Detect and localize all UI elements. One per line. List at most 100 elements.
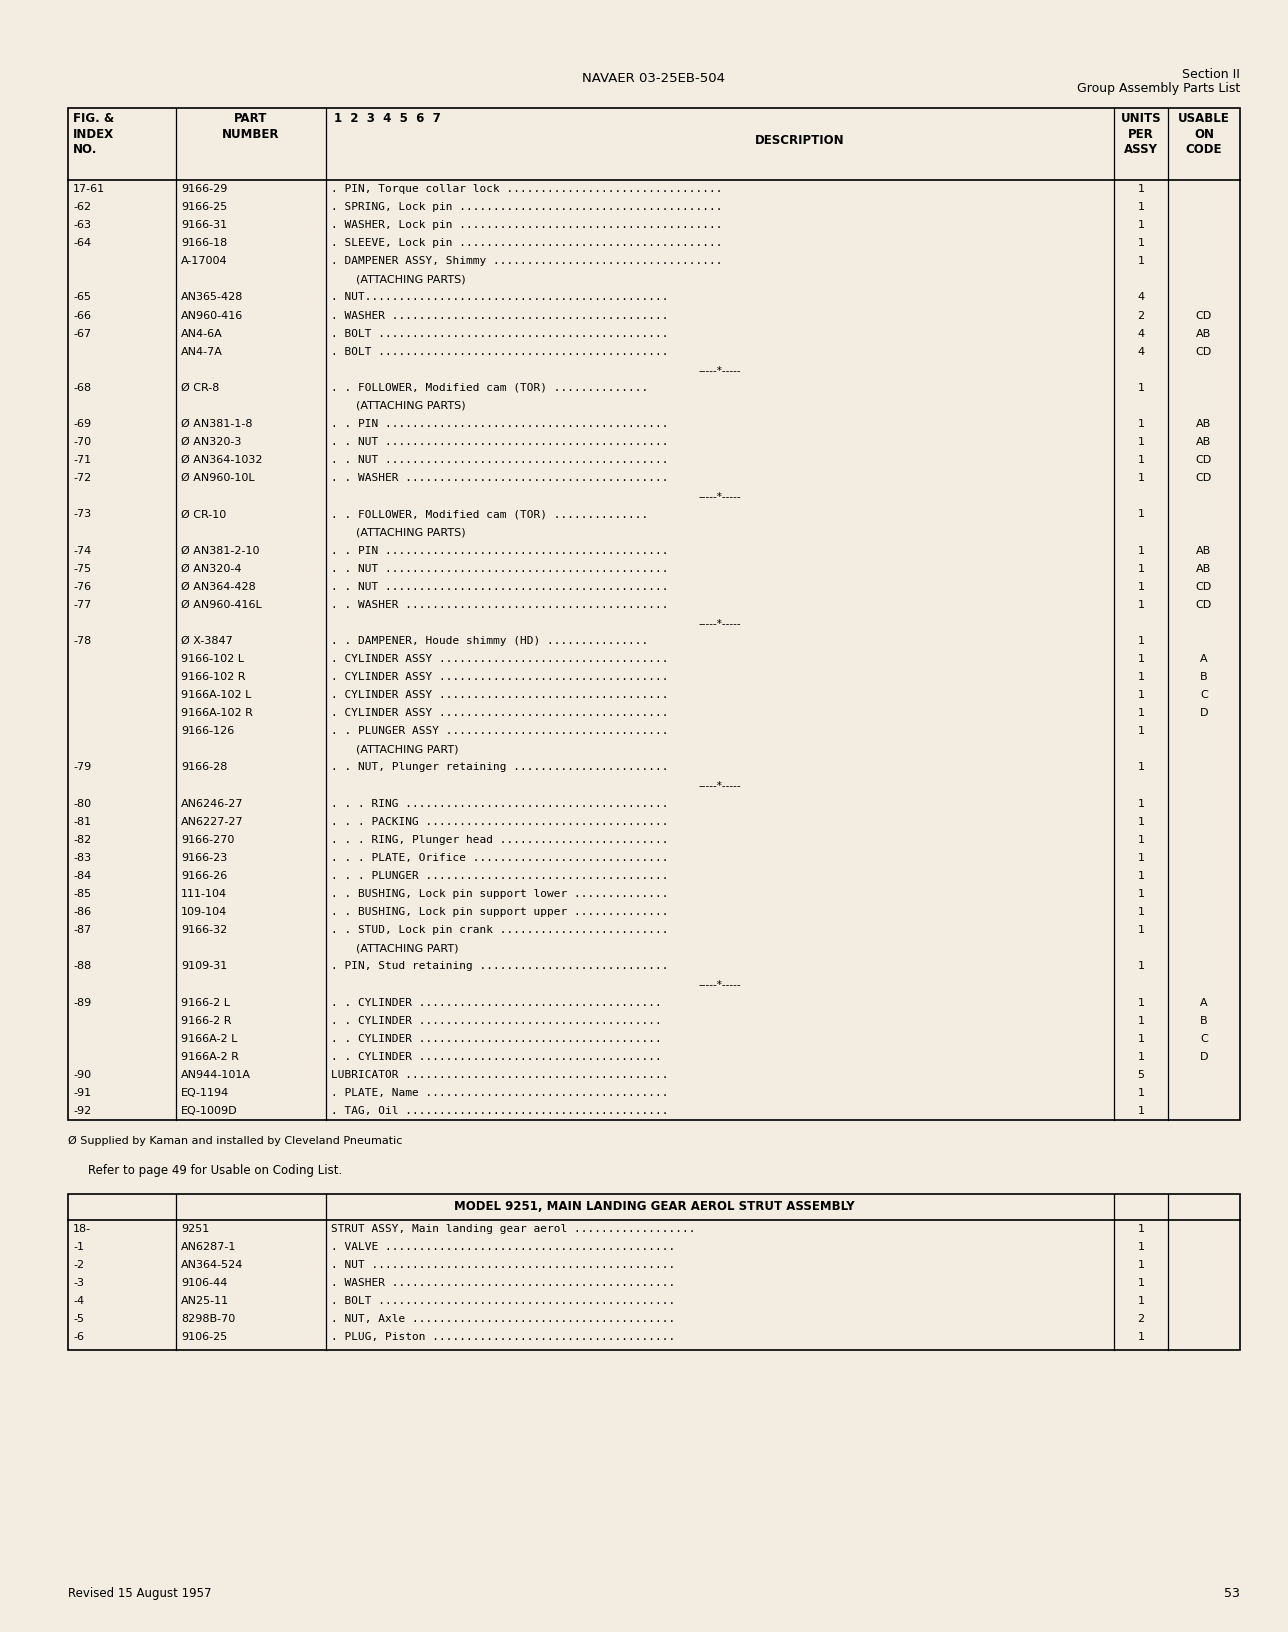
Text: CD: CD	[1195, 601, 1212, 610]
Text: 1: 1	[1137, 1296, 1145, 1306]
Text: -64: -64	[73, 238, 91, 248]
Text: 1: 1	[1137, 1089, 1145, 1098]
Text: 109-104: 109-104	[182, 907, 227, 917]
Text: 1: 1	[1137, 184, 1145, 194]
Text: 1: 1	[1137, 798, 1145, 808]
Text: . CYLINDER ASSY ..................................: . CYLINDER ASSY ........................…	[331, 690, 668, 700]
Text: 18-: 18-	[73, 1224, 91, 1234]
Text: 9166-18: 9166-18	[182, 238, 227, 248]
Text: -2: -2	[73, 1260, 84, 1270]
Text: -89: -89	[73, 997, 91, 1007]
Text: -----*-----: -----*-----	[698, 619, 742, 628]
Text: . . NUT ..........................................: . . NUT ................................…	[331, 455, 668, 465]
Text: AN960-416: AN960-416	[182, 310, 243, 320]
Bar	[68, 1195, 1240, 1350]
Text: . CYLINDER ASSY ..................................: . CYLINDER ASSY ........................…	[331, 672, 668, 682]
Text: AN364-524: AN364-524	[182, 1260, 243, 1270]
Text: . WASHER .........................................: . WASHER ...............................…	[331, 310, 668, 320]
Text: -83: -83	[73, 854, 91, 863]
Text: . . STUD, Lock pin crank .........................: . . STUD, Lock pin crank ...............…	[331, 925, 668, 935]
Text: AN4-6A: AN4-6A	[182, 328, 223, 339]
Text: -88: -88	[73, 961, 91, 971]
Text: AN4-7A: AN4-7A	[182, 346, 223, 357]
Text: 1: 1	[1137, 708, 1145, 718]
Text: B: B	[1200, 1015, 1208, 1025]
Text: 1: 1	[1137, 1051, 1145, 1062]
Text: 1: 1	[1137, 545, 1145, 555]
Text: 1: 1	[1137, 1033, 1145, 1043]
Text: (ATTACHING PART): (ATTACHING PART)	[355, 744, 459, 754]
Text: AN6227-27: AN6227-27	[182, 816, 243, 827]
Text: -4: -4	[73, 1296, 84, 1306]
Text: Ø AN381-1-8: Ø AN381-1-8	[182, 419, 252, 429]
Text: . WASHER ..........................................: . WASHER ...............................…	[331, 1278, 675, 1288]
Text: (ATTACHING PARTS): (ATTACHING PARTS)	[355, 527, 466, 537]
Text: . SPRING, Lock pin .......................................: . SPRING, Lock pin .....................…	[331, 202, 723, 212]
Text: 4: 4	[1137, 292, 1145, 302]
Text: 1: 1	[1137, 437, 1145, 447]
Text: Ø AN364-1032: Ø AN364-1032	[182, 455, 263, 465]
Text: . BOLT ...........................................: . BOLT .................................…	[331, 346, 668, 357]
Text: 1: 1	[1137, 854, 1145, 863]
Text: CD: CD	[1195, 346, 1212, 357]
Text: -----*-----: -----*-----	[698, 366, 742, 375]
Text: 1: 1	[1137, 925, 1145, 935]
Text: . TAG, Oil .......................................: . TAG, Oil .............................…	[331, 1106, 668, 1116]
Text: 5: 5	[1137, 1071, 1145, 1080]
Text: 9166-2 L: 9166-2 L	[182, 997, 231, 1007]
Text: . SLEEVE, Lock pin .......................................: . SLEEVE, Lock pin .....................…	[331, 238, 723, 248]
Text: 9106-25: 9106-25	[182, 1332, 227, 1342]
Text: -6: -6	[73, 1332, 84, 1342]
Text: 9166-126: 9166-126	[182, 726, 234, 736]
Text: -63: -63	[73, 220, 91, 230]
Text: 9166-28: 9166-28	[182, 762, 228, 772]
Text: 1: 1	[1137, 997, 1145, 1007]
Text: . . FOLLOWER, Modified cam (TOR) ..............: . . FOLLOWER, Modified cam (TOR) .......…	[331, 509, 648, 519]
Text: 4: 4	[1137, 346, 1145, 357]
Text: 8298B-70: 8298B-70	[182, 1314, 236, 1324]
Text: 17-61: 17-61	[73, 184, 106, 194]
Text: 1: 1	[1137, 256, 1145, 266]
Text: -77: -77	[73, 601, 91, 610]
Text: . . CYLINDER ....................................: . . CYLINDER ...........................…	[331, 1015, 662, 1025]
Text: . BOLT ............................................: . BOLT .................................…	[331, 1296, 675, 1306]
Text: PART
NUMBER: PART NUMBER	[223, 113, 279, 140]
Text: -90: -90	[73, 1071, 91, 1080]
Text: . PLATE, Name ....................................: . PLATE, Name ..........................…	[331, 1089, 668, 1098]
Text: -86: -86	[73, 907, 91, 917]
Text: AB: AB	[1197, 563, 1212, 574]
Text: . . WASHER .......................................: . . WASHER .............................…	[331, 601, 668, 610]
Text: -81: -81	[73, 816, 91, 827]
Text: Revised 15 August 1957: Revised 15 August 1957	[68, 1586, 211, 1599]
Text: (ATTACHING PARTS): (ATTACHING PARTS)	[355, 274, 466, 284]
Text: Refer to page 49 for Usable on Coding List.: Refer to page 49 for Usable on Coding Li…	[88, 1164, 343, 1177]
Text: Ø AN364-428: Ø AN364-428	[182, 581, 256, 592]
Text: . . . RING .......................................: . . . RING .............................…	[331, 798, 668, 808]
Text: -----*-----: -----*-----	[698, 491, 742, 501]
Text: 9166-32: 9166-32	[182, 925, 227, 935]
Text: C: C	[1200, 1033, 1208, 1043]
Text: 9251: 9251	[182, 1224, 209, 1234]
Text: 9106-44: 9106-44	[182, 1278, 228, 1288]
Text: . PIN, Torque collar lock ................................: . PIN, Torque collar lock ..............…	[331, 184, 723, 194]
Text: . . . PACKING ....................................: . . . PACKING ..........................…	[331, 816, 668, 827]
Text: . . DAMPENER, Houde shimmy (HD) ...............: . . DAMPENER, Houde shimmy (HD) ........…	[331, 636, 648, 646]
Text: C: C	[1200, 690, 1208, 700]
Text: Ø X-3847: Ø X-3847	[182, 636, 233, 646]
Text: CD: CD	[1195, 455, 1212, 465]
Text: -72: -72	[73, 473, 91, 483]
Text: . . NUT ..........................................: . . NUT ................................…	[331, 563, 668, 574]
Text: . BOLT ...........................................: . BOLT .................................…	[331, 328, 668, 339]
Text: 1: 1	[1137, 220, 1145, 230]
Text: Ø AN960-416L: Ø AN960-416L	[182, 601, 261, 610]
Text: -67: -67	[73, 328, 91, 339]
Text: 2: 2	[1137, 1314, 1145, 1324]
Text: 1: 1	[1137, 1106, 1145, 1116]
Text: 111-104: 111-104	[182, 889, 227, 899]
Text: . . . RING, Plunger head .........................: . . . RING, Plunger head ...............…	[331, 836, 668, 845]
Text: . . PIN ..........................................: . . PIN ................................…	[331, 419, 668, 429]
Text: EQ-1009D: EQ-1009D	[182, 1106, 237, 1116]
Text: (ATTACHING PARTS): (ATTACHING PARTS)	[355, 401, 466, 411]
Text: AB: AB	[1197, 419, 1212, 429]
Text: 1: 1	[1137, 1224, 1145, 1234]
